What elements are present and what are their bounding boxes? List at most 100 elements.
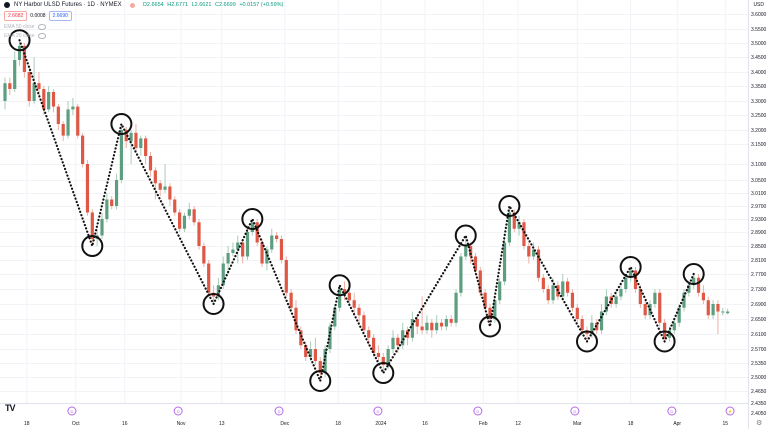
indicator-ema-50[interactable]: EMA 50 close bbox=[4, 24, 46, 30]
y-tick-label: 2.6100 bbox=[751, 332, 767, 338]
low-value: L2.6621 bbox=[191, 2, 212, 8]
pivot-circle bbox=[653, 330, 676, 353]
gear-icon[interactable]: ⚙ bbox=[756, 420, 763, 427]
x-tick-label: Dec bbox=[280, 421, 289, 427]
candle-body bbox=[532, 249, 536, 257]
candle-body bbox=[66, 109, 70, 136]
y-tick-label: 2.5350 bbox=[751, 361, 767, 367]
candle-body bbox=[202, 246, 206, 264]
y-tick-label: 3.4000 bbox=[751, 70, 767, 76]
eye-icon[interactable] bbox=[37, 24, 46, 30]
pivot-circle bbox=[328, 274, 351, 297]
y-tick-label: 3.0500 bbox=[751, 178, 767, 184]
candle-body bbox=[410, 319, 414, 338]
y-tick-label: 2.7300 bbox=[751, 287, 767, 293]
buy-button[interactable]: 2.6690 bbox=[48, 11, 72, 21]
change-value: +0.0157 (+0.59%) bbox=[239, 2, 284, 8]
candle-body bbox=[536, 249, 541, 278]
candle-body bbox=[483, 292, 487, 308]
candle-body bbox=[638, 289, 642, 304]
pivot-circle bbox=[309, 370, 332, 392]
market-status-icon[interactable] bbox=[129, 2, 135, 8]
candle-body bbox=[207, 263, 211, 293]
candle-body bbox=[197, 222, 201, 246]
pivot-circle bbox=[619, 256, 642, 278]
candle-body bbox=[570, 292, 575, 308]
dividend-event-icon[interactable] bbox=[67, 406, 77, 416]
candle-body bbox=[308, 349, 313, 357]
candle-body bbox=[299, 330, 303, 346]
y-tick-label: 2.8100 bbox=[751, 258, 767, 264]
x-tick-label: Oct bbox=[72, 421, 80, 427]
tradingview-logo[interactable]: TV bbox=[5, 403, 15, 413]
candle-body bbox=[47, 92, 51, 110]
y-tick-label: 3.0100 bbox=[751, 191, 767, 197]
candle-body bbox=[454, 292, 458, 323]
eye-icon[interactable] bbox=[37, 33, 46, 39]
candle-body bbox=[439, 322, 444, 327]
indicator-label: EMA 50 close bbox=[4, 24, 35, 30]
candle-body bbox=[260, 242, 264, 264]
pivot-circle bbox=[110, 113, 133, 135]
candle-body bbox=[110, 199, 114, 206]
candle-body bbox=[153, 170, 157, 184]
candle-body bbox=[512, 212, 516, 229]
candle-body bbox=[105, 199, 109, 219]
y-tick-label: 2.5700 bbox=[751, 347, 767, 353]
dividend-event-icon[interactable] bbox=[274, 406, 284, 416]
pivot-circle bbox=[576, 330, 598, 353]
dividend-event-icon[interactable] bbox=[570, 406, 580, 416]
candle-body bbox=[551, 285, 555, 301]
candle-body bbox=[294, 307, 298, 331]
candle-body bbox=[27, 72, 31, 101]
dividend-event-icon[interactable] bbox=[667, 406, 677, 416]
candle-body bbox=[231, 249, 235, 253]
trade-buttons: 2.6682 0.0008 2.6690 bbox=[4, 11, 72, 21]
candle-body bbox=[144, 138, 148, 156]
indicator-ema-20[interactable]: EMA 20 close bbox=[4, 33, 46, 39]
candle-body bbox=[721, 311, 725, 313]
y-tick-label: 2.5000 bbox=[751, 375, 767, 381]
indicator-label: EMA 20 close bbox=[4, 33, 35, 39]
y-tick-label: 3.1000 bbox=[751, 162, 767, 168]
candle-body bbox=[221, 263, 225, 286]
earnings-event-icon[interactable] bbox=[725, 406, 735, 416]
candle-body bbox=[347, 292, 351, 301]
candle-body bbox=[323, 349, 327, 373]
zigzag-line bbox=[18, 39, 695, 385]
candle-body bbox=[76, 106, 80, 136]
candle-body bbox=[667, 330, 672, 338]
symbol-title[interactable]: NY Harbor ULSD Futures · 1D · NYMEX bbox=[14, 2, 122, 8]
event-glyph: D bbox=[573, 409, 576, 414]
y-tick-label: 3.2000 bbox=[751, 128, 767, 134]
candle-body bbox=[663, 322, 667, 338]
candle-body bbox=[580, 319, 584, 331]
dividend-event-icon[interactable] bbox=[173, 406, 183, 416]
close-value: C2.6699 bbox=[214, 2, 236, 8]
candle-body bbox=[599, 311, 604, 331]
candle-body bbox=[17, 45, 22, 60]
x-tick-label: 2024 bbox=[375, 421, 386, 427]
y-tick-label: 3.6000 bbox=[751, 12, 767, 18]
candle-body bbox=[318, 361, 322, 373]
x-tick-label: 12 bbox=[515, 421, 521, 427]
price-axis[interactable]: 3.6000 3.5500 3.5000 3.4500 3.4000 3.3500 3.30… bbox=[751, 12, 767, 417]
candle-body bbox=[168, 186, 172, 200]
x-tick-label: Feb bbox=[479, 421, 488, 427]
event-markers: D D D D D D D ⚡ bbox=[67, 406, 735, 416]
candle-body bbox=[561, 281, 565, 297]
candle-body bbox=[672, 322, 676, 331]
time-axis[interactable]: 18 Oct 16 Nov 13 Dec 18 2024 16 Feb 12 Mar 18 Apr 15 bbox=[24, 421, 728, 427]
symbol-logo-icon bbox=[4, 2, 10, 8]
currency-selector[interactable]: USD bbox=[753, 2, 764, 8]
dividend-event-icon[interactable] bbox=[373, 406, 383, 416]
sell-button[interactable]: 2.6682 bbox=[4, 11, 28, 21]
x-tick-label: Mar bbox=[573, 421, 582, 427]
candle-body bbox=[604, 296, 608, 312]
candle-body bbox=[245, 232, 250, 257]
dividend-event-icon[interactable] bbox=[473, 406, 483, 416]
candle-body bbox=[81, 135, 85, 164]
candle-body bbox=[517, 222, 521, 229]
candle-body bbox=[71, 106, 75, 110]
